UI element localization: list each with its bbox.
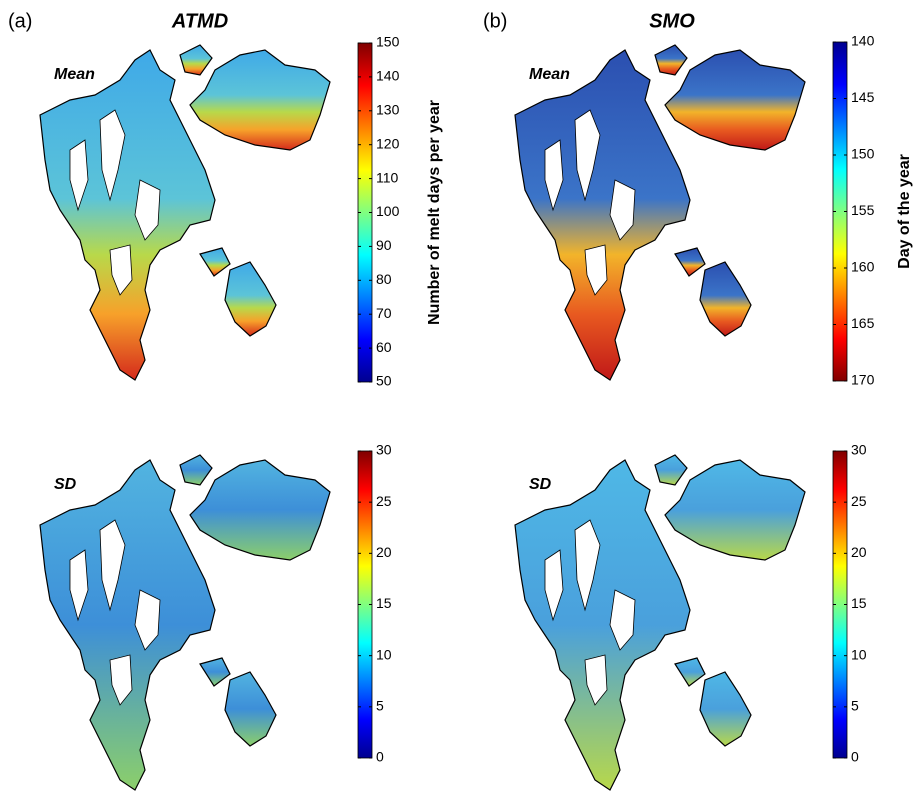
fjord: [574, 519, 601, 612]
colorbar-label: Day of the year: [896, 154, 913, 269]
tick-label: 170: [851, 372, 875, 388]
fjord: [584, 654, 608, 706]
island: [674, 657, 706, 687]
fjord: [584, 244, 608, 296]
island: [189, 459, 331, 561]
fjord: [134, 179, 161, 241]
fjord: [544, 139, 564, 212]
panel-letter: (b): [483, 10, 507, 32]
fjord: [544, 549, 564, 622]
fjord: [134, 589, 161, 651]
island: [179, 454, 213, 486]
tick-label: 130: [376, 102, 400, 118]
tick-label: 30: [376, 442, 392, 458]
map: [39, 454, 331, 791]
tick-label: 110: [376, 169, 399, 185]
island: [39, 49, 216, 381]
fjord: [69, 139, 89, 212]
column-title: SMO: [649, 10, 695, 32]
fjord: [574, 109, 601, 202]
island: [514, 459, 691, 791]
fjord: [609, 589, 636, 651]
fjord: [69, 549, 89, 622]
tick-label: 10: [851, 646, 867, 662]
tick-label: 80: [376, 271, 392, 287]
column-title: ATMD: [171, 10, 228, 32]
tick-label: 120: [376, 135, 400, 151]
map: [39, 44, 331, 381]
tick-label: 70: [376, 305, 392, 321]
map: [514, 44, 806, 381]
island: [654, 454, 688, 486]
panel-title: Mean: [529, 66, 570, 83]
tick-label: 10: [376, 646, 392, 662]
island: [699, 671, 752, 747]
tick-label: 30: [851, 442, 867, 458]
tick-label: 100: [376, 203, 400, 219]
fjord: [109, 654, 133, 706]
tick-label: 150: [851, 146, 875, 162]
tick-label: 140: [851, 33, 875, 49]
tick-label: 25: [851, 493, 867, 509]
fjord: [609, 179, 636, 241]
tick-label: 160: [851, 259, 875, 275]
island: [199, 657, 231, 687]
island: [664, 459, 806, 561]
panel-title: Mean: [54, 66, 95, 83]
tick-label: 50: [376, 373, 392, 389]
tick-label: 20: [376, 544, 392, 560]
fjord: [109, 244, 133, 296]
tick-label: 60: [376, 339, 392, 355]
tick-label: 155: [851, 202, 875, 218]
colorbar-label: Number of melt days per year: [426, 100, 443, 325]
island: [514, 49, 691, 381]
panel-letter: (a): [8, 10, 32, 32]
tick-label: 5: [851, 698, 859, 714]
fjord: [99, 109, 126, 202]
tick-label: 0: [851, 749, 859, 765]
island: [699, 261, 752, 337]
island: [39, 459, 216, 791]
fjord: [99, 519, 126, 612]
tick-label: 150: [376, 34, 400, 50]
island: [179, 44, 213, 76]
tick-label: 90: [376, 237, 392, 253]
island: [189, 49, 331, 151]
tick-label: 145: [851, 89, 875, 105]
tick-label: 0: [376, 749, 384, 765]
island: [199, 247, 231, 277]
island: [654, 44, 688, 76]
island: [674, 247, 706, 277]
panel-title: SD: [529, 476, 552, 493]
island: [224, 261, 277, 337]
tick-label: 165: [851, 315, 875, 331]
tick-label: 15: [851, 595, 867, 611]
panel-title: SD: [54, 476, 77, 493]
map: [514, 454, 806, 791]
island: [664, 49, 806, 151]
tick-label: 140: [376, 68, 400, 84]
tick-label: 5: [376, 698, 384, 714]
tick-label: 15: [376, 595, 392, 611]
tick-label: 25: [376, 493, 392, 509]
island: [224, 671, 277, 747]
tick-label: 20: [851, 544, 867, 560]
